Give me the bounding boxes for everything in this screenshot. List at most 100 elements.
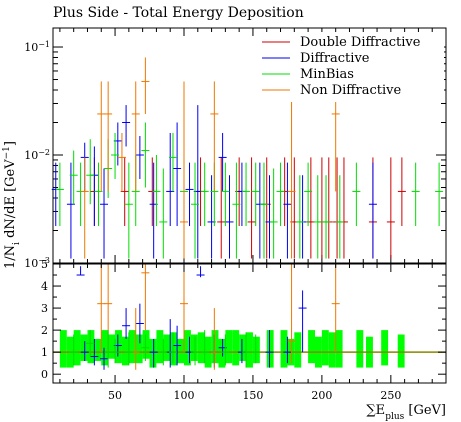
- ratio-point: [221, 334, 230, 366]
- data-point: [386, 157, 395, 259]
- data-point: [141, 122, 150, 188]
- x-tick-label: 200: [311, 389, 332, 402]
- ratio-point: [159, 338, 168, 366]
- data-point: [97, 81, 106, 192]
- ratio-point: [90, 338, 99, 366]
- ratio-band-bin: [266, 330, 274, 368]
- data-point: [131, 81, 140, 192]
- data-point: [217, 157, 226, 259]
- ratio-point: [287, 264, 296, 364]
- data-point: [259, 162, 268, 259]
- data-point: [152, 155, 161, 227]
- ratio-band-bin: [246, 332, 253, 368]
- data-point: [411, 162, 420, 227]
- ratio-band-bin: [121, 336, 129, 366]
- ratio-band-bin: [197, 332, 205, 364]
- ratio-band-bin: [252, 336, 260, 364]
- ratio-point: [124, 332, 133, 366]
- legend-entry: Diffractive: [300, 51, 370, 66]
- data-point: [283, 162, 292, 259]
- ratio-band-bin: [177, 338, 184, 364]
- ratio-band-bin: [128, 330, 136, 364]
- ratio-band-bin: [280, 330, 288, 368]
- data-point: [168, 132, 177, 192]
- ratio-point: [141, 264, 150, 331]
- data-point: [251, 162, 260, 227]
- ratio-band-bin: [108, 334, 116, 359]
- ratio-band-bin: [218, 338, 226, 368]
- data-point: [135, 135, 144, 179]
- ratio-band-bin: [190, 334, 198, 361]
- data-point: [339, 157, 348, 259]
- data-point: [210, 81, 219, 192]
- data-point: [322, 175, 331, 259]
- data-point: [335, 175, 344, 259]
- svg-text:1/Ni dN/dE [GeV−1]: 1/Ni dN/dE [GeV−1]: [2, 141, 22, 269]
- ratio-point: [191, 336, 200, 366]
- ratio-band-bin: [101, 330, 109, 366]
- data-point: [352, 162, 361, 227]
- lower-y-tick-label: 2: [41, 324, 48, 337]
- ratio-point: [86, 330, 95, 357]
- ratio-band-bin: [184, 330, 191, 366]
- ratio-band-bin: [381, 330, 389, 366]
- ratio-band-bin: [80, 334, 88, 361]
- ratio-point: [131, 308, 140, 370]
- ratio-point: [104, 330, 113, 368]
- data-point: [221, 162, 230, 227]
- ratio-band-bin: [225, 330, 233, 364]
- data-point: [80, 157, 89, 259]
- ratio-band-bin: [397, 334, 405, 368]
- data-point: [313, 175, 322, 259]
- data-point: [90, 146, 99, 227]
- upper-plot-frame: [52, 27, 447, 264]
- data-point: [141, 57, 150, 114]
- chart-title: Plus Side - Total Energy Deposition: [53, 5, 304, 21]
- ratio-point: [242, 332, 251, 368]
- data-point: [397, 157, 406, 227]
- ratio-point: [168, 332, 177, 364]
- ratio-band-bin: [356, 330, 364, 368]
- ratio-point: [76, 266, 85, 276]
- ratio-band-bin: [328, 332, 336, 368]
- ratio-band-bin: [87, 330, 95, 364]
- ratio-band-bin: [163, 334, 171, 361]
- ratio-point: [122, 308, 131, 339]
- ratio-point: [180, 264, 188, 353]
- legend: Double DiffractiveDiffractiveMinBiasNon …: [258, 32, 444, 102]
- data-point: [124, 162, 133, 259]
- ratio-band-bin: [170, 332, 178, 366]
- upper-y-tick-label: 10−2: [24, 148, 50, 163]
- data-point: [269, 168, 278, 259]
- ratio-point: [265, 330, 274, 368]
- data-point: [247, 157, 256, 259]
- ratio-band-bin: [321, 330, 329, 366]
- data-point: [159, 168, 168, 259]
- data-point: [100, 168, 109, 259]
- legend-entry: Non Diffractive: [300, 83, 401, 98]
- data-point: [185, 162, 194, 227]
- data-point: [117, 132, 126, 192]
- x-tick-label: 150: [242, 389, 263, 402]
- ratio-point: [298, 290, 307, 353]
- data-point: [111, 132, 120, 179]
- upper-y-tick-label: 10−1: [24, 40, 50, 55]
- ratio-band-bin: [142, 330, 150, 359]
- data-point: [86, 139, 95, 205]
- ratio-point: [173, 325, 182, 366]
- ratio-point: [100, 347, 109, 370]
- ratio-point: [200, 330, 209, 364]
- legend-entry: MinBias: [300, 67, 354, 82]
- data-point: [173, 122, 182, 227]
- ratio-band-bin: [59, 330, 67, 368]
- ratio-band-bin: [149, 338, 157, 368]
- data-point: [104, 81, 113, 192]
- data-point: [76, 162, 85, 227]
- lower-y-tick-label: 0: [41, 368, 48, 381]
- x-tick-label: 250: [380, 389, 401, 402]
- data-point: [317, 157, 326, 259]
- x-tick-label: 50: [108, 389, 122, 402]
- ratio-point: [251, 334, 260, 364]
- data-point: [225, 175, 234, 259]
